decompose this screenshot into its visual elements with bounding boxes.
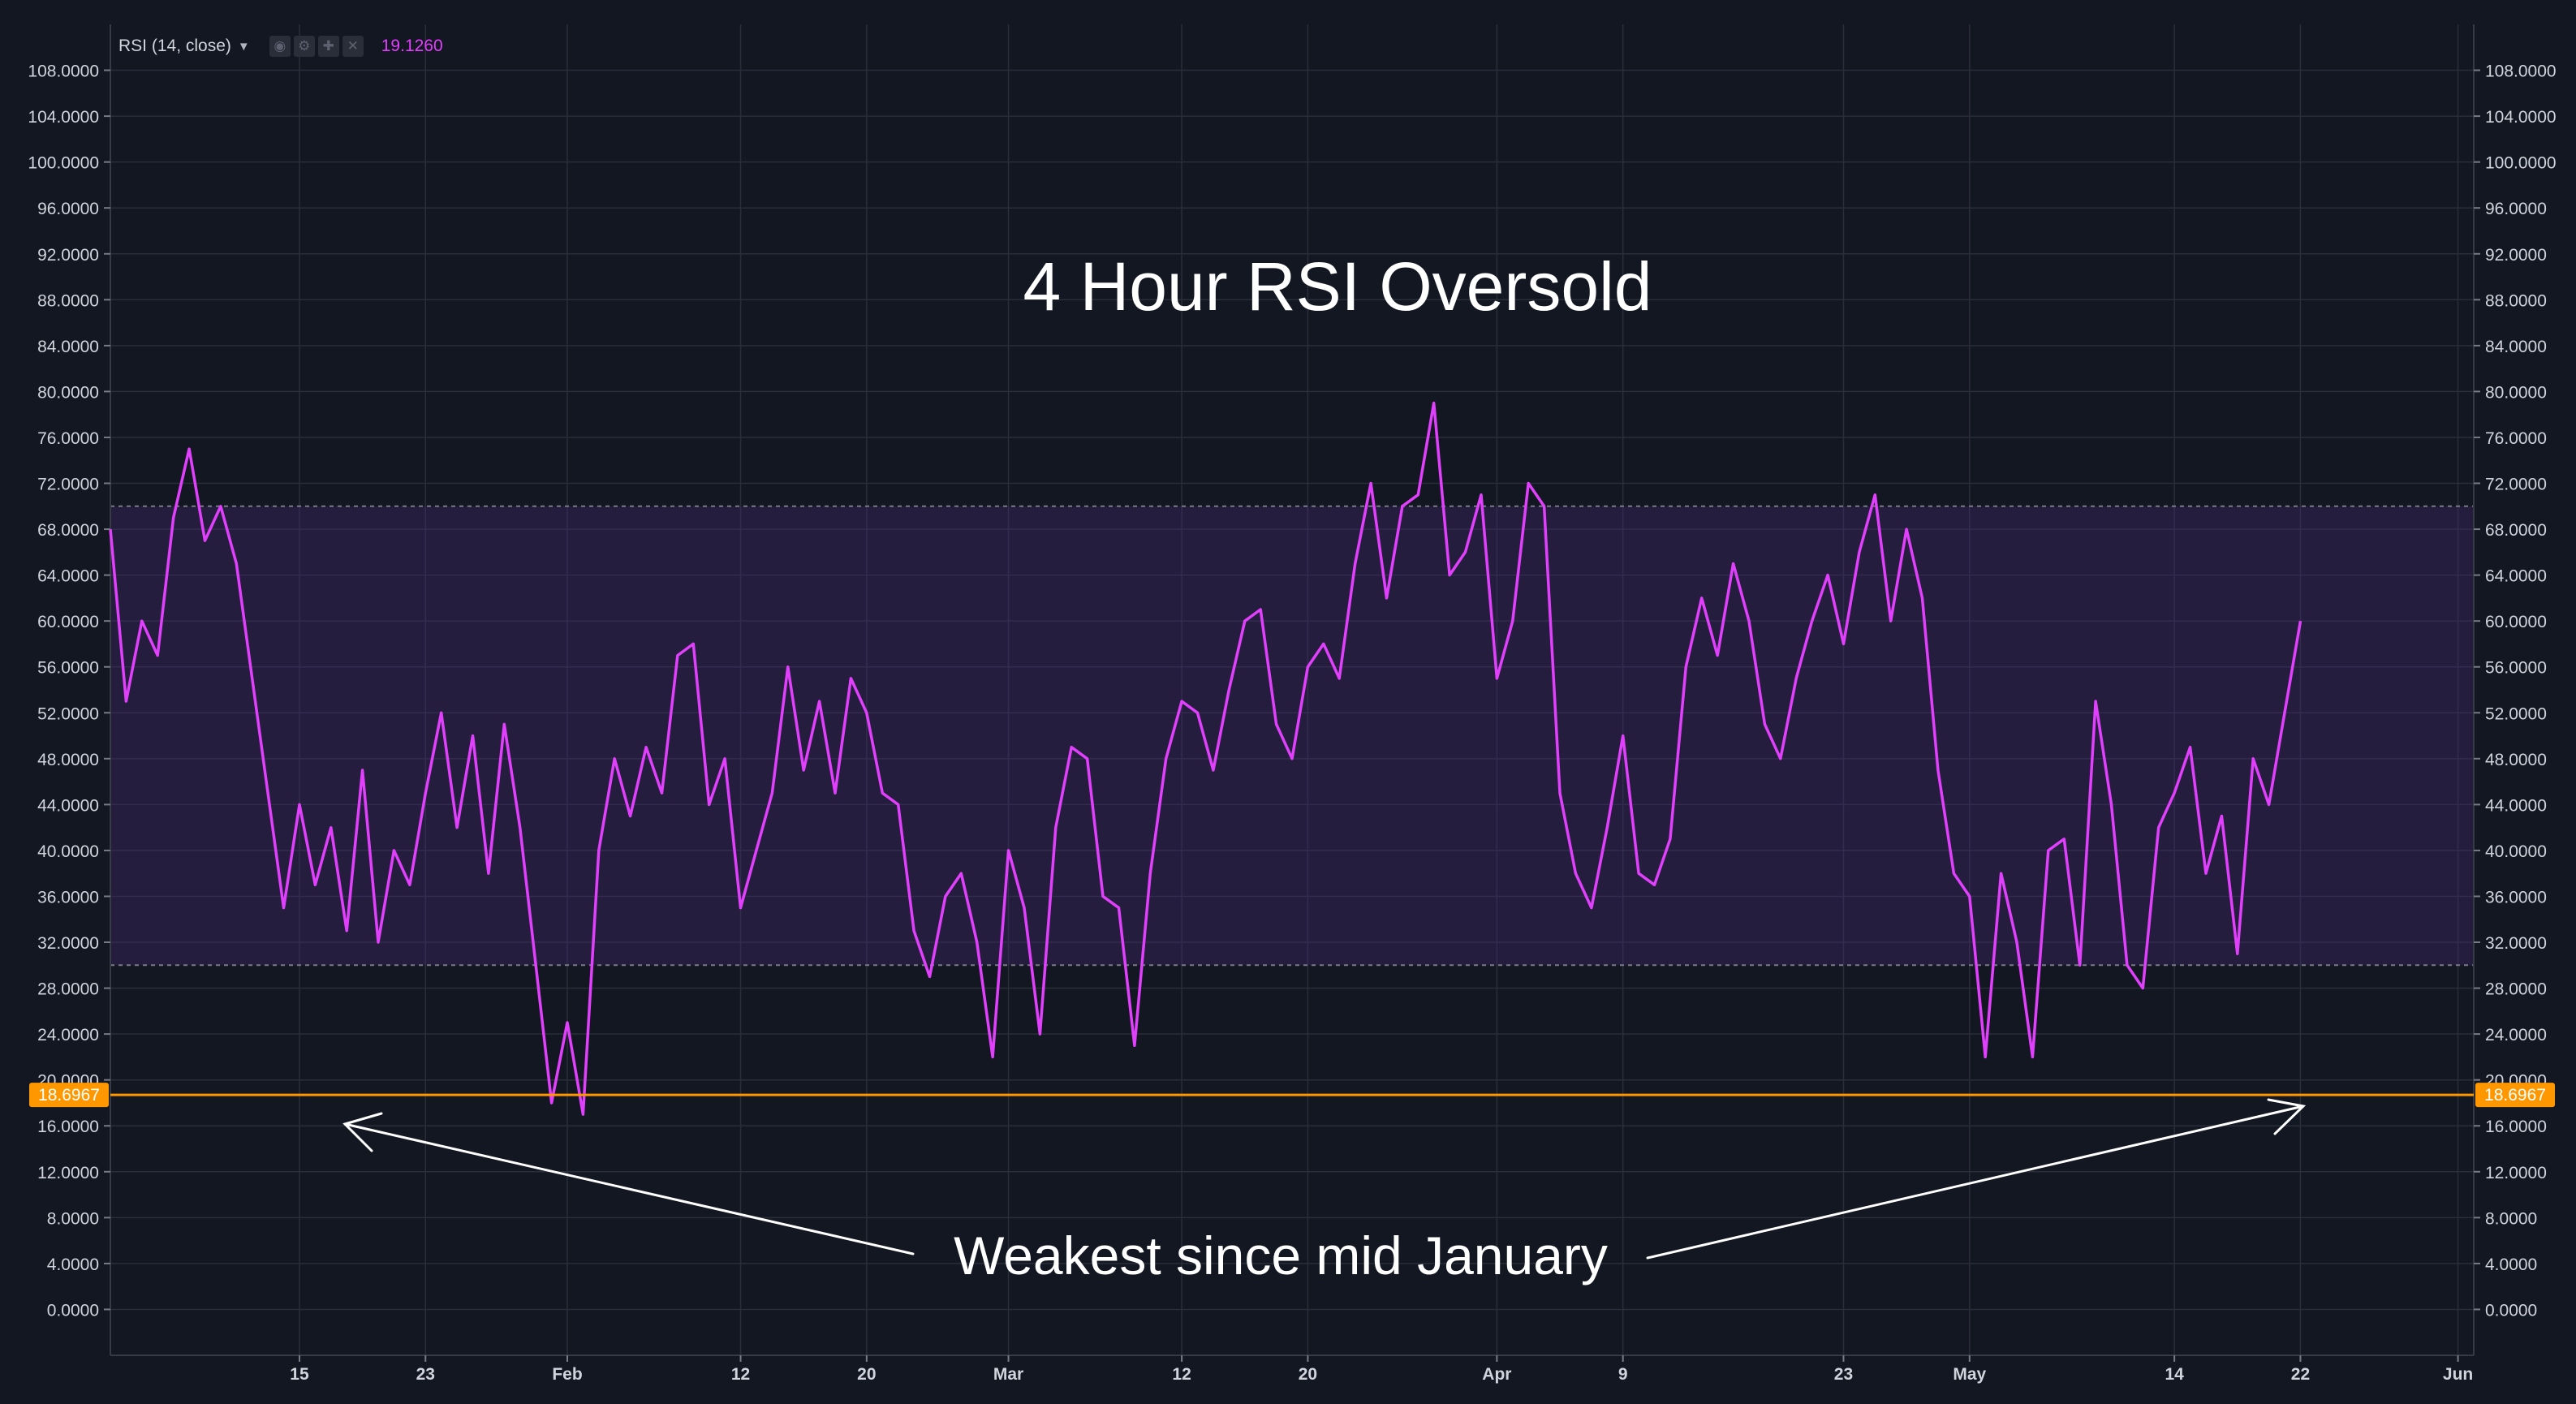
current-value: 19.1260 <box>381 37 443 55</box>
y-tick-label-right: 0.0000 <box>2485 1301 2537 1320</box>
y-tick-label-right: 52.0000 <box>2485 704 2547 723</box>
y-tick-label-left: 12.0000 <box>37 1164 99 1182</box>
y-tick-label-left: 108.0000 <box>28 62 99 81</box>
y-tick-label-left: 0.0000 <box>47 1301 99 1320</box>
right-price-scale: 0.00004.00008.000012.000016.000020.00002… <box>2474 62 2557 1320</box>
y-tick-label-right: 76.0000 <box>2485 429 2547 448</box>
y-tick-label-left: 64.0000 <box>37 567 99 586</box>
y-tick-label-left: 100.0000 <box>28 154 99 173</box>
y-tick-label-left: 68.0000 <box>37 521 99 540</box>
y-tick-label-right: 24.0000 <box>2485 1026 2547 1044</box>
eye-icon[interactable]: ◉ <box>269 36 291 57</box>
x-tick-label: 23 <box>416 1365 435 1384</box>
more-icon[interactable]: ✚ <box>317 36 339 57</box>
x-tick-label: May <box>1953 1365 1986 1384</box>
arrow-right-head <box>2267 1098 2307 1135</box>
close-icon[interactable]: ✕ <box>342 36 364 57</box>
y-tick-label-left: 32.0000 <box>37 934 99 953</box>
y-tick-label-right: 16.0000 <box>2485 1118 2547 1136</box>
y-tick-label-right: 8.0000 <box>2485 1209 2537 1228</box>
annotation-text: Weakest since mid January <box>954 1225 1608 1286</box>
x-tick-label: 15 <box>290 1365 309 1384</box>
y-tick-label-left: 56.0000 <box>37 659 99 678</box>
annotation-arrows <box>342 1098 2307 1260</box>
y-tick-label-right: 108.0000 <box>2485 62 2557 81</box>
x-tick-label: 20 <box>1299 1365 1317 1384</box>
y-tick-label-left: 104.0000 <box>28 108 99 127</box>
indicator-legend: RSI (14, close) ▼ ◉ ⚙ ✚ ✕ 19.1260 <box>118 32 443 60</box>
y-tick-label-left: 80.0000 <box>37 383 99 402</box>
plot-area <box>110 24 2474 1355</box>
y-tick-label-right: 40.0000 <box>2485 842 2547 861</box>
arrow-left-shaft <box>343 1122 915 1255</box>
y-tick-label-left: 44.0000 <box>37 796 99 815</box>
y-tick-label-right: 92.0000 <box>2485 246 2547 265</box>
y-tick-label-right: 60.0000 <box>2485 613 2547 631</box>
gear-icon[interactable]: ⚙ <box>293 36 315 57</box>
level-badge-left-label: 18.6967 <box>38 1086 100 1105</box>
y-tick-label-left: 92.0000 <box>37 246 99 265</box>
x-tick-label: 12 <box>1172 1365 1191 1384</box>
y-tick-label-left: 24.0000 <box>37 1026 99 1044</box>
y-tick-label-left: 4.0000 <box>47 1255 99 1274</box>
y-tick-label-right: 104.0000 <box>2485 108 2557 127</box>
y-tick-label-right: 80.0000 <box>2485 383 2547 402</box>
y-tick-label-left: 52.0000 <box>37 704 99 723</box>
y-tick-label-right: 48.0000 <box>2485 751 2547 769</box>
y-tick-label-right: 44.0000 <box>2485 796 2547 815</box>
y-tick-label-right: 12.0000 <box>2485 1164 2547 1182</box>
chart-title: 4 Hour RSI Oversold <box>1023 248 1652 325</box>
x-tick-label: 9 <box>1618 1365 1628 1384</box>
y-tick-label-right: 72.0000 <box>2485 476 2547 494</box>
level-badge-right-label: 18.6967 <box>2484 1086 2546 1105</box>
y-tick-label-left: 8.0000 <box>47 1209 99 1228</box>
x-tick-label: Mar <box>993 1365 1023 1384</box>
x-tick-label: 14 <box>2165 1365 2184 1384</box>
y-tick-label-left: 76.0000 <box>37 429 99 448</box>
y-tick-label-right: 100.0000 <box>2485 154 2557 173</box>
y-tick-label-left: 96.0000 <box>37 200 99 218</box>
x-tick-label: 12 <box>731 1365 750 1384</box>
x-tick-label: Feb <box>552 1365 582 1384</box>
x-tick-label: 23 <box>1834 1365 1853 1384</box>
y-tick-label-right: 96.0000 <box>2485 200 2547 218</box>
y-tick-label-left: 88.0000 <box>37 291 99 310</box>
y-tick-label-left: 48.0000 <box>37 751 99 769</box>
x-tick-label: Apr <box>1482 1365 1511 1384</box>
y-tick-label-left: 36.0000 <box>37 888 99 907</box>
y-tick-label-left: 16.0000 <box>37 1118 99 1136</box>
y-tick-label-left: 84.0000 <box>37 338 99 356</box>
y-tick-label-right: 4.0000 <box>2485 1255 2537 1274</box>
y-tick-label-left: 72.0000 <box>37 476 99 494</box>
y-tick-label-left: 40.0000 <box>37 842 99 861</box>
y-tick-label-right: 84.0000 <box>2485 338 2547 356</box>
y-tick-label-right: 56.0000 <box>2485 659 2547 678</box>
time-axis: 15 23 Feb 12 20 Mar 12 20 Apr 9 23 May 14 22 Jun <box>290 1355 2473 1384</box>
level-badge-left: 18.6967 <box>29 1083 109 1108</box>
y-tick-label-right: 32.0000 <box>2485 934 2547 953</box>
left-price-scale: 0.00004.00008.000012.000016.000020.00002… <box>28 62 110 1320</box>
y-tick-label-left: 28.0000 <box>37 980 99 999</box>
y-tick-label-right: 68.0000 <box>2485 521 2547 540</box>
arrow-right-shaft <box>1646 1105 2305 1260</box>
y-tick-label-right: 36.0000 <box>2485 888 2547 907</box>
rsi-line <box>109 401 2302 1116</box>
chevron-down-icon[interactable]: ▼ <box>237 39 250 54</box>
x-tick-label: Jun <box>2443 1365 2473 1384</box>
x-tick-label: 22 <box>2291 1365 2310 1384</box>
y-tick-label-left: 60.0000 <box>37 613 99 631</box>
y-tick-label-right: 64.0000 <box>2485 567 2547 586</box>
arrow-left-head <box>342 1112 383 1152</box>
y-tick-label-right: 28.0000 <box>2485 980 2547 999</box>
level-badge-right: 18.6967 <box>2475 1083 2555 1108</box>
indicator-label[interactable]: RSI (14, close) <box>118 37 231 55</box>
grid <box>110 24 2474 1355</box>
x-tick-label: 20 <box>857 1365 876 1384</box>
y-tick-label-right: 88.0000 <box>2485 291 2547 310</box>
